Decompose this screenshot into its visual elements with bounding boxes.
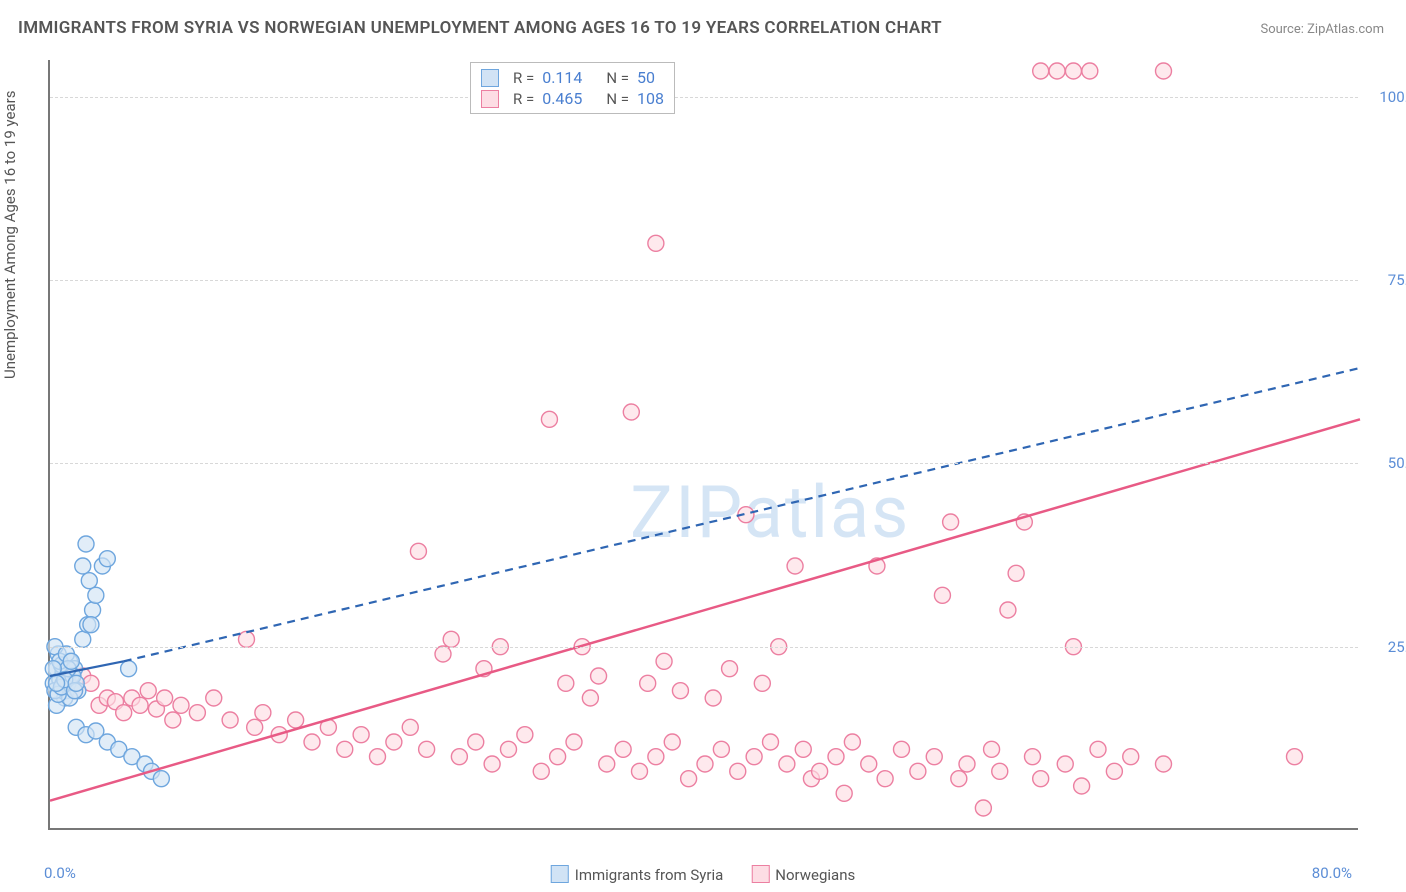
grid-line xyxy=(50,97,1358,98)
y-tick-label: 25.0% xyxy=(1368,638,1406,656)
x-axis-end-label: 80.0% xyxy=(1312,864,1352,882)
legend-item-series2: Norwegians xyxy=(751,865,855,884)
stats-r-label: R = xyxy=(513,69,534,87)
x-axis-origin-label: 0.0% xyxy=(44,864,76,882)
source-attribution: Source: ZipAtlas.com xyxy=(1260,22,1384,37)
plot-area: ZIPatlas 25.0%50.0%75.0%100.0% xyxy=(48,60,1358,830)
stats-row-series2: R = 0.465 N = 108 xyxy=(481,88,664,109)
bottom-legend: Immigrants from Syria Norwegians xyxy=(551,865,856,884)
stats-r-value-1: 0.114 xyxy=(542,68,582,87)
y-tick-label: 100.0% xyxy=(1368,88,1406,106)
swatch-series1-bottom xyxy=(551,865,569,883)
stats-r-value-2: 0.465 xyxy=(542,89,582,108)
legend-item-series1: Immigrants from Syria xyxy=(551,865,724,884)
stats-n-value-2: 108 xyxy=(637,89,664,108)
y-axis-title: Unemployment Among Ages 16 to 19 years xyxy=(1,91,19,379)
swatch-series2 xyxy=(481,90,499,108)
stats-row-series1: R = 0.114 N = 50 xyxy=(481,67,664,88)
grid-line xyxy=(50,463,1358,464)
grid-line xyxy=(50,647,1358,648)
legend-label-series1: Immigrants from Syria xyxy=(575,866,724,884)
y-tick-label: 75.0% xyxy=(1368,271,1406,289)
legend-label-series2: Norwegians xyxy=(775,866,855,884)
stats-n-label: N = xyxy=(606,69,629,87)
stats-legend-box: R = 0.114 N = 50 R = 0.465 N = 108 xyxy=(470,62,675,114)
swatch-series1 xyxy=(481,69,499,87)
chart-title: IMMIGRANTS FROM SYRIA VS NORWEGIAN UNEMP… xyxy=(18,18,942,38)
stats-r-label: R = xyxy=(513,90,534,108)
y-tick-label: 50.0% xyxy=(1368,454,1406,472)
grid-line xyxy=(50,280,1358,281)
chart-svg xyxy=(50,60,1358,828)
stats-n-label: N = xyxy=(606,90,629,108)
swatch-series2-bottom xyxy=(751,865,769,883)
stats-n-value-1: 50 xyxy=(637,68,655,87)
